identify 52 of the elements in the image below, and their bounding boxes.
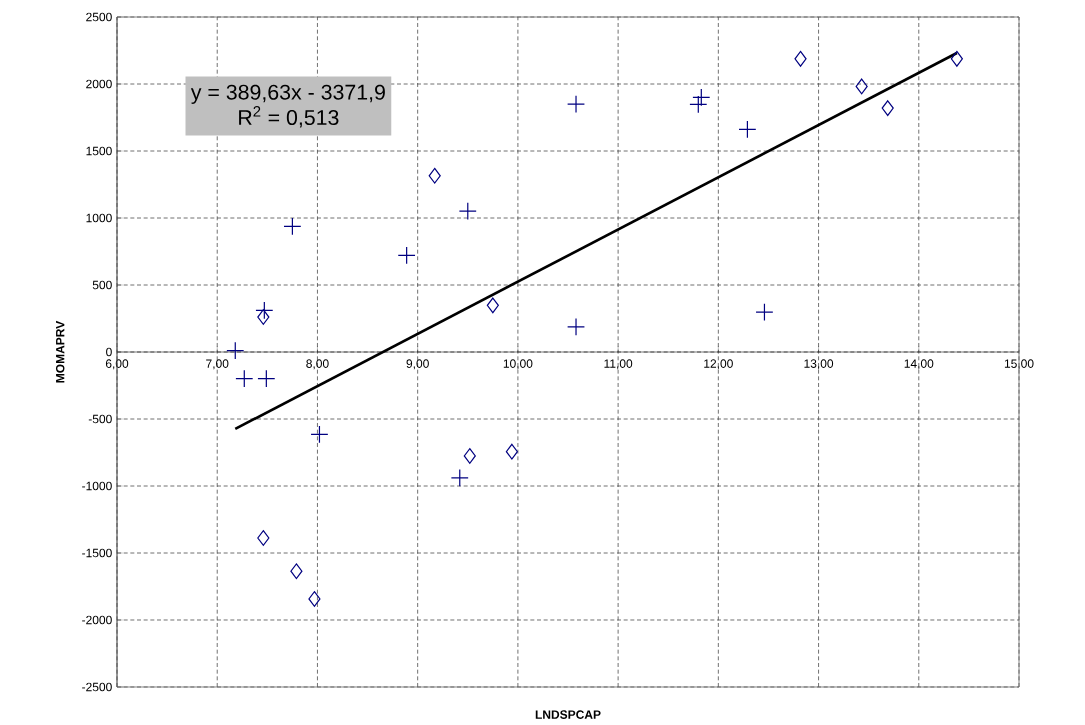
x-tick-label: 15,00 [1004, 359, 1034, 370]
point [428, 167, 441, 184]
point [689, 95, 708, 114]
point [450, 468, 469, 487]
point [881, 100, 894, 117]
point [255, 301, 274, 320]
x-tick-label: 12,00 [704, 359, 733, 370]
y-tick-label: 1000 [86, 213, 112, 223]
y-tick-label: -2500 [82, 682, 112, 692]
point [257, 309, 270, 325]
x-tick-label: 14,00 [904, 359, 934, 370]
y-tick-label: 1500 [86, 146, 112, 156]
y-tick-label: 500 [92, 280, 112, 290]
x-tick-label: 6,00 [105, 359, 129, 370]
point [308, 591, 321, 607]
x-tick-label: 13,00 [804, 359, 834, 370]
point [397, 246, 416, 265]
point [692, 88, 711, 107]
x-tick-label: 10,00 [503, 359, 533, 370]
point [567, 317, 586, 336]
annotation: y = 389,63x - 3371,9 [190, 84, 385, 104]
y-tick-label: -2000 [82, 615, 112, 625]
x-axis-title: LNDSPCAP [535, 710, 601, 719]
point [290, 563, 303, 580]
point [458, 202, 477, 221]
point [755, 303, 774, 322]
y-tick-label: 2500 [86, 12, 112, 22]
annotation: R$^{2}$ = 0,513 [239, 106, 339, 128]
y-tick-label: 0 [106, 347, 112, 357]
y-tick-label: -1500 [82, 548, 112, 558]
point [283, 217, 302, 236]
y-tick-label: 2000 [86, 79, 112, 89]
point [950, 50, 963, 67]
point [310, 425, 329, 444]
point [257, 530, 270, 546]
point [463, 448, 476, 464]
x-tick-label: 11,00 [604, 359, 633, 370]
x-tick-label: 7,00 [206, 359, 229, 370]
x-tick-label: 9,00 [406, 359, 429, 370]
point [794, 50, 807, 67]
y-tick-label: -1000 [82, 481, 112, 491]
point [226, 341, 245, 360]
y-axis-title: MOMAPRV [55, 320, 65, 383]
point [855, 78, 868, 95]
point [235, 369, 254, 388]
point [486, 297, 499, 314]
point [567, 95, 586, 114]
y-tick-label: -500 [88, 414, 112, 424]
point [257, 369, 276, 388]
point [738, 120, 757, 139]
point [505, 443, 518, 460]
x-tick-label: 8,00 [306, 359, 329, 370]
